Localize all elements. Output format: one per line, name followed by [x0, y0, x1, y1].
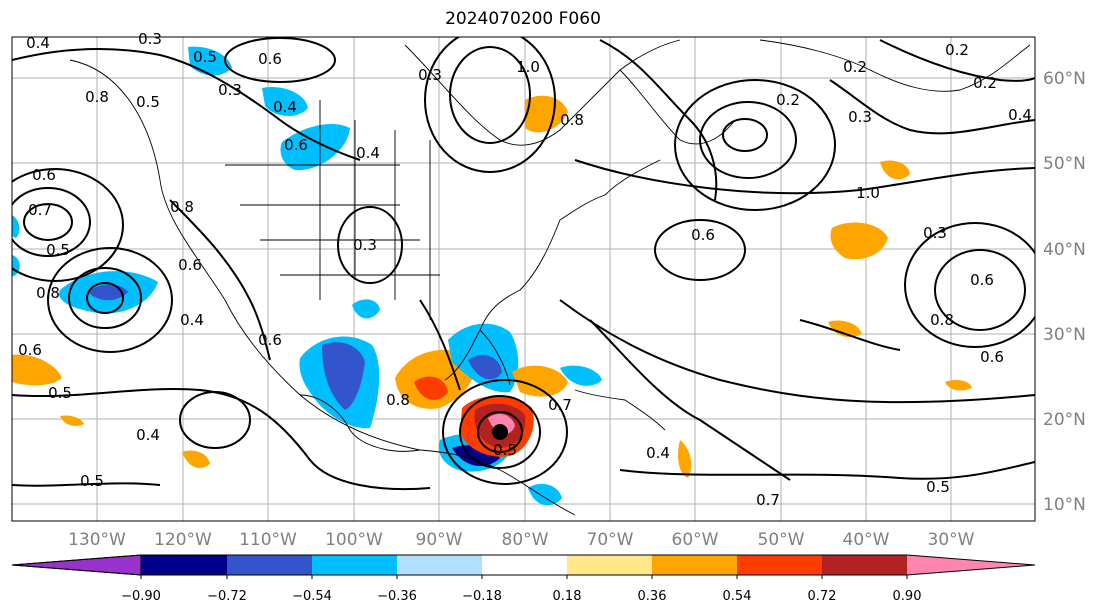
lat-tick-label: 50°N: [1043, 154, 1086, 174]
contour-label: 0.6: [970, 271, 994, 289]
contour-label: 0.8: [36, 284, 60, 302]
lat-tick-label: 30°N: [1043, 325, 1086, 345]
contour-label: 0.4: [26, 34, 50, 52]
contour-label: 0.7: [756, 491, 780, 509]
contour-label: 0.2: [973, 74, 997, 92]
lon-tick-label: 30°W: [928, 530, 975, 550]
contour-label: 0.2: [945, 41, 969, 59]
contour-label: 0.6: [691, 226, 715, 244]
map-frame: [11, 36, 1036, 522]
contour-label: 0.8: [560, 111, 584, 129]
colorbar-tick-label: −0.18: [462, 589, 502, 604]
contour-label: 0.6: [178, 256, 202, 274]
colorbar: [11, 554, 1036, 576]
contour-label: 0.5: [193, 48, 217, 66]
contour-label: 0.7: [548, 396, 572, 414]
colorbar-segment: [141, 555, 227, 575]
contour-label: 0.6: [258, 50, 282, 68]
contour-label: 0.3: [353, 236, 377, 254]
colorbar-tick-label: −0.54: [292, 589, 332, 604]
contour-label: 0.6: [258, 331, 282, 349]
contour-label: 0.5: [493, 441, 517, 459]
colorbar-tick-label: 0.36: [638, 589, 667, 604]
colorbar-tick-label: 0.90: [893, 589, 922, 604]
colorbar-segment: [822, 555, 907, 575]
contour-label: 0.3: [218, 81, 242, 99]
lat-tick-label: 40°N: [1043, 240, 1086, 260]
colorbar-tick-label: −0.90: [121, 589, 161, 604]
colorbar-segment: [397, 555, 482, 575]
contour-label: 0.5: [136, 93, 160, 111]
contour-label: 0.3: [138, 30, 162, 48]
colorbar-segment: [907, 555, 1035, 575]
contour-label: 0.3: [848, 108, 872, 126]
colorbar-tick-label: 0.54: [723, 589, 752, 604]
contour-label: 0.2: [843, 58, 867, 76]
contour-label: 0.4: [273, 98, 297, 116]
contour-label: 0.2: [776, 91, 800, 109]
contour-label: 0.4: [356, 144, 380, 162]
contour-label: 0.5: [46, 241, 70, 259]
colorbar-segment: [737, 555, 822, 575]
colorbar-segment: [227, 555, 312, 575]
colorbar-tick-label: −0.36: [377, 589, 417, 604]
contour-label: 0.6: [980, 348, 1004, 366]
contour-label: 0.4: [646, 444, 670, 462]
contour-label: 0.6: [18, 341, 42, 359]
contour-label: 0.5: [926, 478, 950, 496]
lon-tick-label: 100°W: [325, 530, 383, 550]
colorbar-tick-label: −0.72: [207, 589, 247, 604]
lon-tick-label: 110°W: [239, 530, 297, 550]
contour-lines: [12, 37, 1035, 491]
colorbar-tick-label: 0.72: [808, 589, 837, 604]
contour-label: 1.0: [516, 58, 540, 76]
lon-tick-label: 120°W: [154, 530, 212, 550]
storm-center-marker: [492, 424, 508, 440]
colorbar-segment: [567, 555, 652, 575]
contour-label: 0.3: [418, 66, 442, 84]
longitude-tick-labels: 130°W 120°W 110°W 100°W 90°W 80°W 70°W 60°W 50°W…: [68, 530, 975, 550]
contour-label: 0.6: [284, 136, 308, 154]
contour-label: 0.8: [930, 311, 954, 329]
colorbar-tick-labels: −0.90 −0.72 −0.54 −0.36 −0.18 0.18 0.36 0.54 0.7…: [121, 575, 921, 604]
contour-label: 0.8: [170, 198, 194, 216]
contour-label: 0.8: [386, 391, 410, 409]
contour-label: 0.5: [48, 384, 72, 402]
colorbar-segment: [652, 555, 737, 575]
contour-labels: 0.4 0.30.5 0.60.8 0.50.30.41.00.80.30.40.60…: [18, 30, 1032, 509]
lon-tick-label: 130°W: [68, 530, 126, 550]
contour-label: 0.6: [32, 166, 56, 184]
lon-tick-label: 70°W: [587, 530, 634, 550]
lon-tick-label: 50°W: [758, 530, 805, 550]
contour-label: 1.0: [856, 184, 880, 202]
colorbar-segment: [11, 554, 142, 576]
colorbar-tick-label: 0.18: [553, 589, 582, 604]
lon-tick-label: 40°W: [843, 530, 890, 550]
contour-label: 0.7: [28, 201, 52, 219]
contour-label: 0.4: [180, 311, 204, 329]
contour-label: 0.4: [1008, 106, 1032, 124]
contour-label: 0.3: [923, 224, 947, 242]
colorbar-segment: [482, 555, 567, 575]
lat-tick-label: 60°N: [1043, 69, 1086, 89]
lon-tick-label: 60°W: [672, 530, 719, 550]
colorbar-segment: [312, 555, 397, 575]
contour-label: 0.8: [85, 88, 109, 106]
map-panel: [12, 37, 1035, 521]
contour-label: 0.4: [136, 426, 160, 444]
contour-label: 0.5: [80, 472, 104, 490]
map-title: 2024070200 F060: [445, 9, 601, 29]
lon-tick-label: 90°W: [416, 530, 463, 550]
lon-tick-label: 80°W: [502, 530, 549, 550]
lat-tick-label: 20°N: [1043, 410, 1086, 430]
latitude-tick-labels: 60°N 50°N 40°N 30°N 20°N 10°N: [1043, 69, 1086, 515]
lat-tick-label: 10°N: [1043, 495, 1086, 515]
